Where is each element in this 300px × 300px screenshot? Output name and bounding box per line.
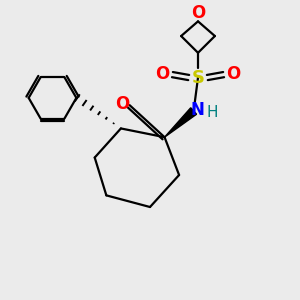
Text: N: N xyxy=(190,100,204,118)
Text: S: S xyxy=(191,68,205,86)
Text: O: O xyxy=(191,4,205,22)
Text: H: H xyxy=(207,105,218,120)
Text: O: O xyxy=(226,65,241,83)
Text: O: O xyxy=(115,95,130,113)
Text: O: O xyxy=(155,65,170,83)
Polygon shape xyxy=(164,108,196,137)
